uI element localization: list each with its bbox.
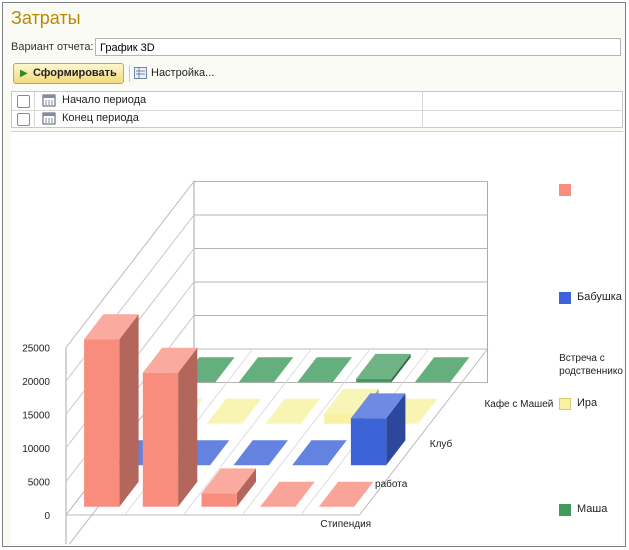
toolbar-separator [129,65,130,82]
parameter-row-period-end: Конец периода [12,110,622,128]
calendar-icon [42,94,56,107]
legend-label: Ира [577,397,598,409]
bar-zero-tile [297,357,352,383]
bar-zero-tile [206,398,262,424]
bar-zero-tile [238,357,294,383]
report-variant-label: Вариант отчета: [11,41,94,53]
period-start-checkbox[interactable] [17,95,30,108]
period-start-label: Начало периода [62,94,147,106]
bar-front [356,378,392,383]
bar-front [142,372,179,507]
bar-zero-tile [260,481,315,507]
generate-button-label: Сформировать [33,67,117,79]
legend-label: Бабушка [577,291,622,303]
bar-front [84,339,120,507]
generate-button[interactable]: ▶ Сформировать [13,63,124,84]
floor-separator [183,348,312,516]
y-tick-label: 15000 [22,411,50,422]
window-title: Затраты [11,8,81,28]
parameters-table: Начало периода Конец периода [11,91,623,128]
chart-area: 2500020000150001000050000-5000Стипендияр… [11,131,623,544]
bar-side [119,314,139,507]
bar-chart-3d: 2500020000150001000050000-5000Стипендияр… [22,180,623,544]
category-label: Встреча с [559,353,605,364]
y-tick-label: 5000 [28,478,51,489]
legend-swatch [559,184,571,196]
bar-side [386,393,406,466]
category-label: Клуб [430,438,453,450]
parameter-row-period-start: Начало периода [12,92,622,110]
bar-top [142,347,198,373]
y-tick-label: 20000 [22,377,50,388]
bar-side [236,468,256,507]
bar-front [324,413,360,424]
bar-top [84,314,139,340]
bar-top [356,353,411,379]
calendar-icon [42,112,56,125]
y-tick-label: 25000 [22,344,50,355]
settings-label: Настройка... [151,67,215,79]
period-end-label: Конец периода [62,112,139,124]
category-label: работа [375,478,408,490]
bar-side [391,353,411,383]
legend-label: Маша [577,503,608,515]
floor-separator [241,348,371,516]
bar-top [201,468,256,494]
bar-zero-tile [318,481,374,507]
category-label: родственником [559,366,623,377]
y-tick-label: 0 [44,511,50,522]
toolbar: ▶ Сформировать Настройка... [9,63,621,85]
bar-side [178,347,198,507]
side-gridline [65,181,195,348]
y-tick-label: 10000 [22,444,50,455]
bar-front [350,418,387,466]
settings-icon [134,67,147,79]
legend-swatch [559,398,571,410]
bar-top [350,393,406,419]
bar-front [201,493,237,507]
legend-swatch [559,292,571,304]
category-label: Кафе с Машей [484,398,553,410]
play-icon: ▶ [20,68,28,79]
bar-zero-tile [265,398,320,424]
bar-zero-tile [292,440,347,466]
bar-top [324,388,379,414]
bar-zero-tile [233,440,288,466]
report-variant-field[interactable]: График 3D [95,38,621,56]
category-label: Стипендия [320,519,371,530]
legend-swatch [559,504,571,516]
period-end-checkbox[interactable] [17,113,30,126]
bar-zero-tile [414,357,470,383]
